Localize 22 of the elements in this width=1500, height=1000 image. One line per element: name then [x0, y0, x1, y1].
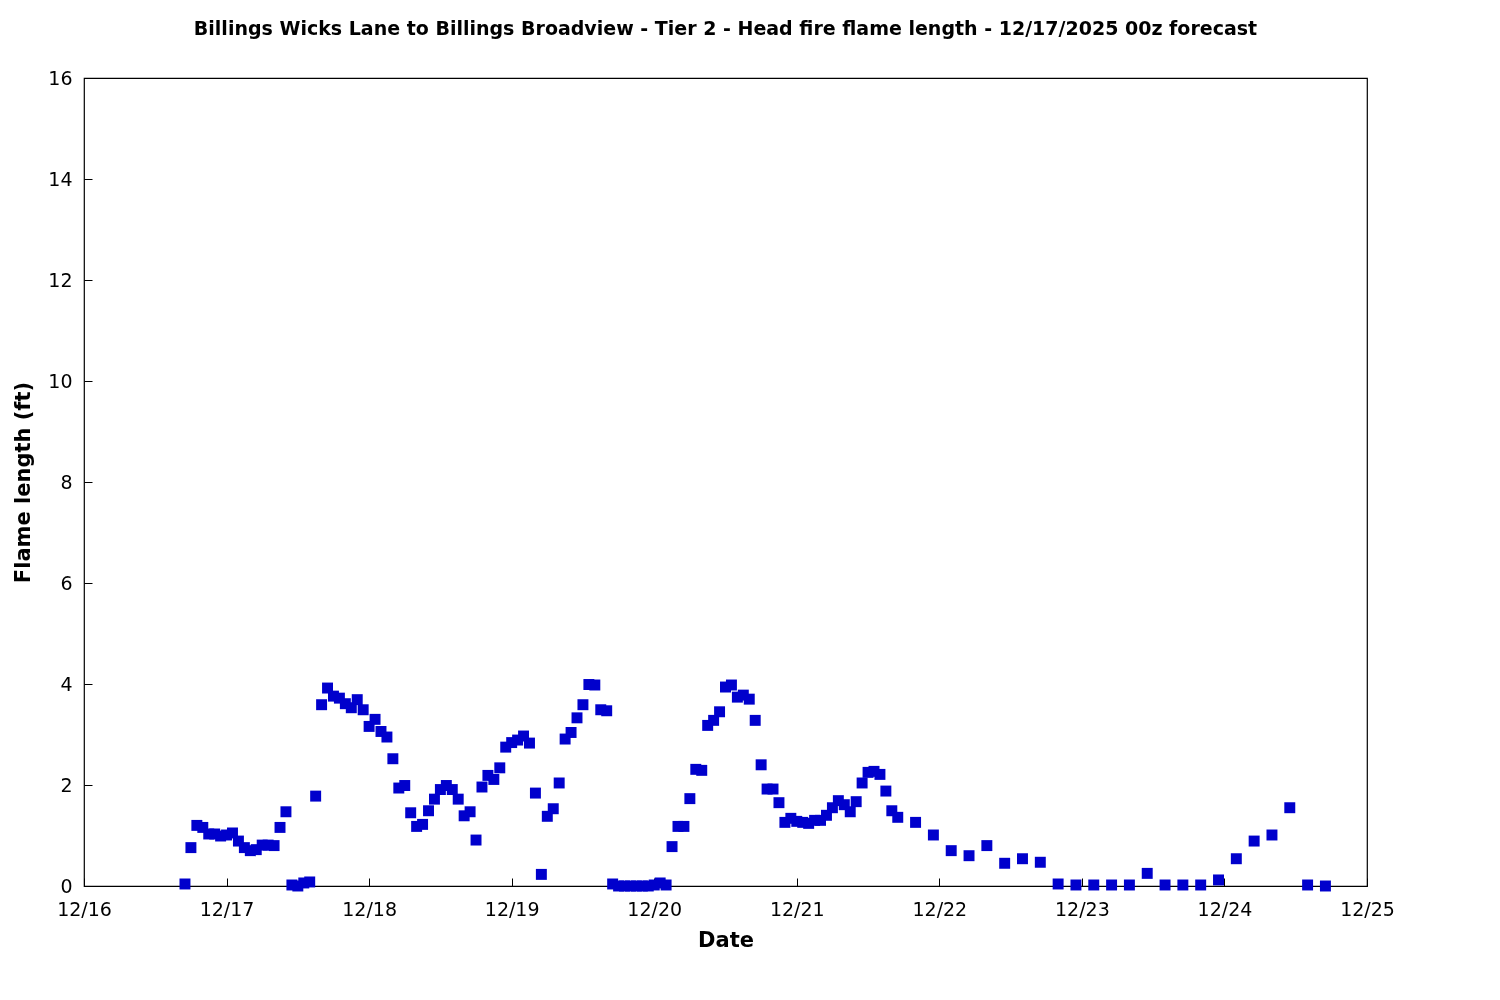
x-axis-title: Date — [698, 927, 754, 952]
y-tick-label: 0 — [60, 874, 73, 897]
y-tick-label: 12 — [48, 268, 73, 291]
y-tick-label: 16 — [48, 66, 73, 89]
x-tick-label: 12/25 — [1340, 897, 1395, 920]
x-tick-label: 12/22 — [912, 897, 968, 920]
x-tick-label: 12/16 — [57, 897, 112, 920]
y-tick-label: 10 — [48, 369, 73, 392]
y-tick-label: 14 — [48, 167, 73, 190]
x-tick-label: 12/23 — [1055, 897, 1110, 920]
y-tick-label: 8 — [60, 470, 73, 493]
y-axis-title: Flame length (ft) — [11, 381, 36, 584]
y-tick-label: 6 — [60, 571, 73, 594]
x-tick-label: 12/21 — [769, 897, 825, 920]
y-tick-label: 2 — [60, 773, 73, 796]
x-tick-label: 12/24 — [1197, 897, 1253, 920]
x-tick-label: 12/18 — [342, 897, 397, 920]
chart-title: Billings Wicks Lane to Billings Broadview - Tier 2 - Head fire flame length - 12/17/2025 00z forecast — [193, 17, 1258, 39]
x-tick-label: 12/20 — [627, 897, 683, 920]
x-tick-label: 12/17 — [199, 897, 255, 920]
y-tick-label: 4 — [60, 672, 73, 695]
x-tick-label: 12/19 — [484, 897, 540, 920]
